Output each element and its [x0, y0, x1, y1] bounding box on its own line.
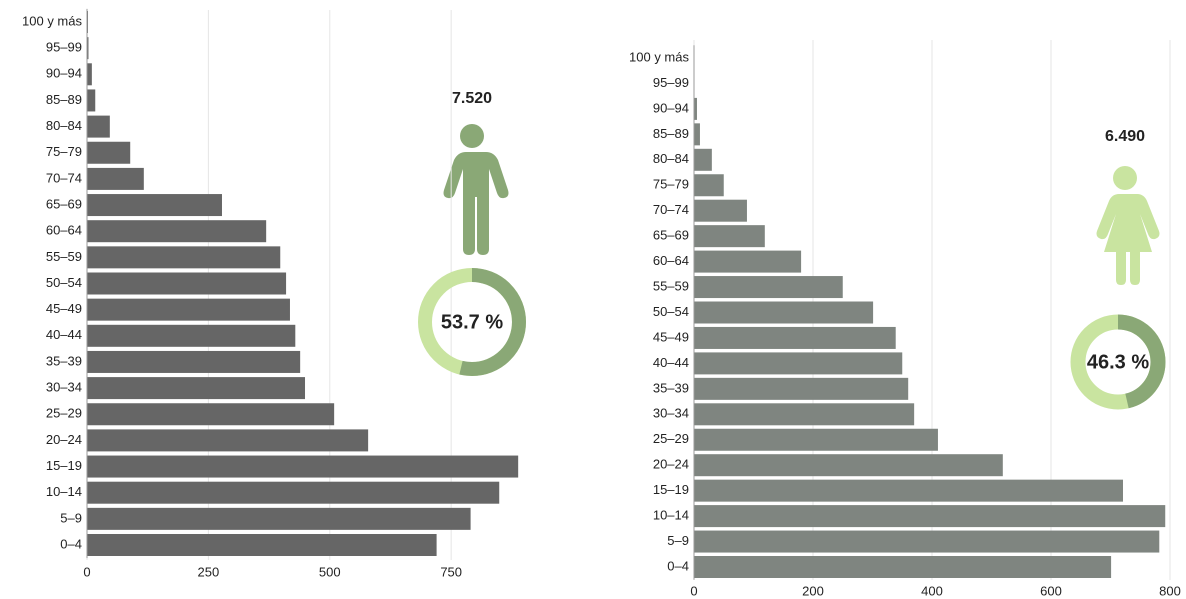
y-tick-label: 25–29 [46, 406, 82, 421]
y-tick-label: 60–64 [46, 223, 82, 238]
bar [87, 377, 306, 400]
female-icon [1096, 166, 1160, 285]
y-tick-label: 5–9 [667, 533, 689, 548]
y-tick-label: 65–69 [653, 228, 689, 243]
y-tick-label: 85–89 [653, 126, 689, 141]
y-tick-label: 30–34 [653, 406, 689, 421]
bar [694, 250, 802, 273]
x-tick-label: 400 [921, 583, 943, 598]
donut-label: 46.3 % [1087, 351, 1149, 373]
bar [87, 324, 296, 347]
bar [87, 246, 281, 269]
y-tick-label: 75–79 [46, 144, 82, 159]
y-tick-label: 75–79 [653, 177, 689, 192]
bar [694, 454, 1003, 477]
y-tick-label: 85–89 [46, 92, 82, 107]
y-tick-label: 60–64 [653, 253, 689, 268]
bar [87, 429, 369, 452]
x-tick-label: 200 [802, 583, 824, 598]
total-label: 6.490 [1105, 128, 1145, 145]
x-tick-label: 800 [1159, 583, 1181, 598]
y-tick-label: 50–54 [46, 275, 82, 290]
y-tick-label: 95–99 [653, 75, 689, 90]
y-tick-label: 30–34 [46, 380, 82, 395]
x-tick-label: 500 [319, 564, 341, 579]
bar [694, 199, 747, 222]
x-tick-label: 600 [1040, 583, 1062, 598]
bar [694, 123, 700, 146]
y-tick-label: 20–24 [46, 432, 82, 447]
bar [694, 403, 915, 426]
y-tick-label: 40–44 [653, 355, 689, 370]
y-tick-label: 100 y más [629, 49, 689, 64]
y-tick-label: 80–84 [653, 151, 689, 166]
y-tick-label: 25–29 [653, 431, 689, 446]
y-tick-label: 20–24 [653, 457, 689, 472]
bar [87, 37, 89, 60]
x-tick-label: 0 [83, 564, 90, 579]
y-tick-label: 45–49 [46, 301, 82, 316]
y-tick-label: 90–94 [653, 100, 689, 115]
x-tick-label: 250 [198, 564, 220, 579]
y-tick-label: 35–39 [653, 380, 689, 395]
bar [87, 455, 519, 478]
x-tick-label: 0 [690, 583, 697, 598]
x-tick-label: 750 [440, 564, 462, 579]
donut-share [1070, 314, 1166, 410]
bar [87, 507, 471, 530]
y-tick-label: 70–74 [46, 170, 82, 185]
bar [694, 97, 697, 120]
bar [694, 326, 896, 349]
bar [694, 276, 843, 299]
bar [87, 272, 287, 295]
bar [87, 63, 92, 86]
bar [694, 301, 874, 324]
bar [87, 167, 144, 190]
bar [87, 220, 267, 243]
bar [87, 534, 437, 556]
donut-share [418, 268, 526, 376]
bar [87, 403, 335, 426]
bar [87, 89, 96, 112]
y-tick-label: 10–14 [653, 508, 689, 523]
male-icon [443, 124, 509, 255]
bar [87, 194, 222, 217]
bar [87, 350, 301, 373]
bar [694, 428, 938, 451]
y-tick-label: 40–44 [46, 327, 82, 342]
bar [694, 530, 1160, 553]
y-tick-label: 90–94 [46, 66, 82, 81]
bar [694, 225, 765, 248]
y-tick-label: 15–19 [46, 458, 82, 473]
bar [87, 298, 290, 321]
bar [87, 141, 131, 164]
y-tick-label: 0–4 [667, 558, 689, 573]
y-tick-label: 65–69 [46, 196, 82, 211]
y-tick-label: 10–14 [46, 484, 82, 499]
y-tick-label: 70–74 [653, 202, 689, 217]
bar [87, 115, 110, 138]
y-tick-label: 95–99 [46, 40, 82, 55]
y-tick-label: 0–4 [60, 536, 82, 551]
bar [694, 352, 903, 375]
bar [694, 479, 1123, 502]
bar [694, 556, 1112, 578]
y-tick-label: 35–39 [46, 353, 82, 368]
y-tick-label: 80–84 [46, 118, 82, 133]
y-tick-label: 100 y más [22, 13, 82, 28]
total-label: 7.520 [452, 90, 492, 107]
donut-label: 53.7 % [441, 311, 503, 333]
bar [87, 481, 500, 504]
y-tick-label: 55–59 [46, 249, 82, 264]
y-tick-label: 15–19 [653, 482, 689, 497]
bar [694, 505, 1166, 528]
y-tick-label: 50–54 [653, 304, 689, 319]
bar [694, 377, 909, 400]
y-tick-label: 55–59 [653, 278, 689, 293]
bar [694, 148, 712, 171]
y-tick-label: 45–49 [653, 329, 689, 344]
bar [694, 174, 724, 197]
y-tick-label: 5–9 [60, 510, 82, 525]
